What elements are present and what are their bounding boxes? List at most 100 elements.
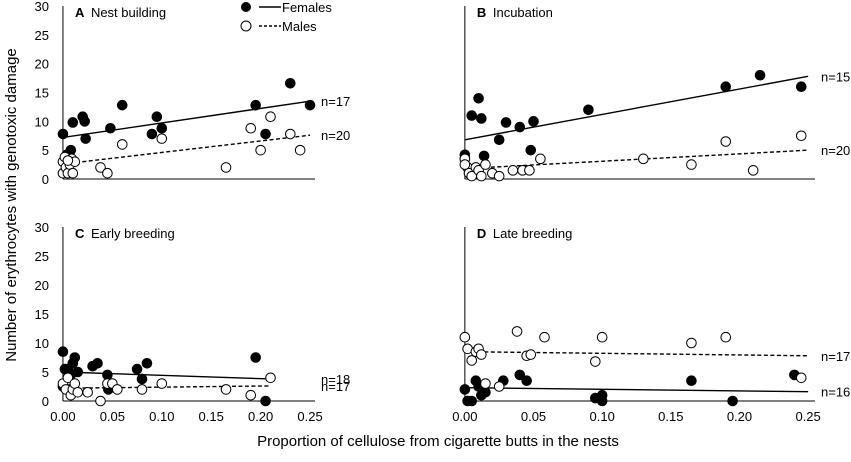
panel-b-males-point <box>535 153 546 165</box>
panel-c-x-tick-label: 0.10 <box>149 409 174 424</box>
panel-b-females-point <box>500 117 512 128</box>
panel-a-males-point <box>95 162 106 173</box>
panel-d-males-point <box>480 378 491 389</box>
panel-d-females-point <box>727 395 738 407</box>
panel-c-females-point <box>136 373 148 385</box>
legend-males-label: Males <box>282 19 317 34</box>
panel-c-males-trendline <box>62 385 271 389</box>
panel-a-males-n-label: n=20 <box>321 128 350 143</box>
panel-d-males-point <box>720 331 732 343</box>
y-axis-title: Number of erythrocytes with genotoxic da… <box>3 48 20 361</box>
panel-a-females-point <box>105 122 116 134</box>
panel-a-males-point <box>245 122 257 134</box>
panel-c-y-tick-label: 10 <box>34 336 48 351</box>
panel-c-females-point <box>102 369 113 381</box>
panel-c-females-point <box>131 363 143 375</box>
panel-a-y-tick-label: 5 <box>42 143 49 158</box>
panel-a-males-point <box>220 162 232 173</box>
panel-c-males-point <box>265 372 276 384</box>
panel-a-y-tick-label: 15 <box>34 86 48 101</box>
panel-d-males-point <box>686 337 697 349</box>
panel-c-males-point <box>245 389 257 401</box>
panel-b-females-point <box>476 113 487 124</box>
panel-a-y-tick-label: 10 <box>34 114 48 129</box>
panel-c-y-tick-label: 15 <box>34 307 48 322</box>
panel-c-males-point <box>136 384 148 395</box>
panel-d-females-point <box>466 395 478 407</box>
panel-c-y-tick-label: 0 <box>42 394 49 409</box>
panel-d-males-point <box>795 372 807 384</box>
panel-d-males-point <box>590 356 601 367</box>
panel-d-females-point <box>686 375 697 387</box>
panel-b-females-point <box>514 121 526 133</box>
panel-d-x-tick-label: 0.00 <box>452 409 477 424</box>
panel-b-males-n-label: n=20 <box>821 143 850 158</box>
panel-c-y-tick-label: 25 <box>34 249 48 264</box>
panel-b-males-point <box>480 159 491 170</box>
panel-b-females-point <box>493 134 505 146</box>
panel-d-males-n-label: n=17 <box>821 349 850 364</box>
panel-a-males-point <box>67 167 79 179</box>
panel-d-x-tick-label: 0.25 <box>795 409 820 424</box>
panel-c-males-point <box>220 384 232 395</box>
panel-b-females-point <box>473 92 484 104</box>
panel-c-females-point <box>69 352 81 363</box>
panel-a-females-point <box>260 128 271 140</box>
panel-b-females-point <box>754 69 766 81</box>
panel-b-males-point <box>747 165 759 176</box>
panel-c-x-tick-label: 0.00 <box>50 409 75 424</box>
panel-c-males-n-label: n=17 <box>321 379 350 394</box>
panel-b-title: Incubation <box>493 5 553 20</box>
legend-males-marker <box>240 20 252 32</box>
panel-a-females-point <box>156 122 168 134</box>
panel-b-letter: B <box>477 5 486 20</box>
panel-d-males-point <box>511 326 523 337</box>
panel-a-males-point <box>284 128 296 140</box>
panel-a-males-point <box>255 144 266 156</box>
panel-b-females-point <box>525 144 537 156</box>
panel-c-females-point <box>72 366 84 378</box>
panel-a-y-tick-label: 30 <box>34 0 48 14</box>
panel-c-females-point <box>260 395 271 407</box>
panel-d-males-point <box>596 331 608 343</box>
panel-d-males-point <box>539 331 550 343</box>
panel-d-females-point <box>596 389 608 401</box>
panel-c-males-point <box>95 395 106 407</box>
panel-a-females-point <box>146 128 158 140</box>
panel-c-males-point <box>82 387 93 398</box>
panel-d-males-point <box>459 331 471 343</box>
panel-c-males-point <box>62 372 74 384</box>
panel-b: B Incubation n=15 n=20 <box>459 5 850 182</box>
panel-b-males-point <box>524 165 535 176</box>
panel-a-females-point <box>67 117 79 128</box>
panel-c-females-point <box>141 358 153 369</box>
panel-a-females-n-label: n=17 <box>321 94 350 109</box>
panel-d-x-tick-label: 0.10 <box>590 409 615 424</box>
legend: Females Males <box>240 0 332 34</box>
panel-d-males-point <box>493 381 505 392</box>
panel-a-females-point <box>284 77 296 89</box>
panel-d-females-point <box>521 375 532 387</box>
panel-b-females-point <box>466 110 478 121</box>
panel-d-letter: D <box>477 226 486 241</box>
panel-b-females-n-label: n=15 <box>821 69 850 84</box>
panel-c-x-tick-label: 0.15 <box>199 409 224 424</box>
panel-c-y-tick-label: 20 <box>34 278 48 293</box>
panel-a-y-tick-label: 25 <box>34 28 48 43</box>
panel-c-x-tick-label: 0.25 <box>297 409 322 424</box>
panel-d-females-point <box>459 384 471 395</box>
panel-b-females-point <box>528 116 539 127</box>
panel-a-males-point <box>116 139 128 150</box>
panel-c-females-point <box>250 352 261 363</box>
panel-c-females-n-label: n=18 <box>321 372 350 387</box>
panel-a-males-point <box>265 111 276 123</box>
panel-a-y-tick-label: 0 <box>42 172 49 187</box>
panel-b-males-point <box>507 165 519 176</box>
panel-d-x-tick-label: 0.05 <box>521 409 546 424</box>
panel-a-females-point <box>80 133 91 144</box>
panel-a-females-point <box>304 99 316 111</box>
panel-a-females-trendline <box>62 100 311 139</box>
panel-b-males-point <box>459 159 471 170</box>
panel-d-x-tick-label: 0.20 <box>727 409 752 424</box>
